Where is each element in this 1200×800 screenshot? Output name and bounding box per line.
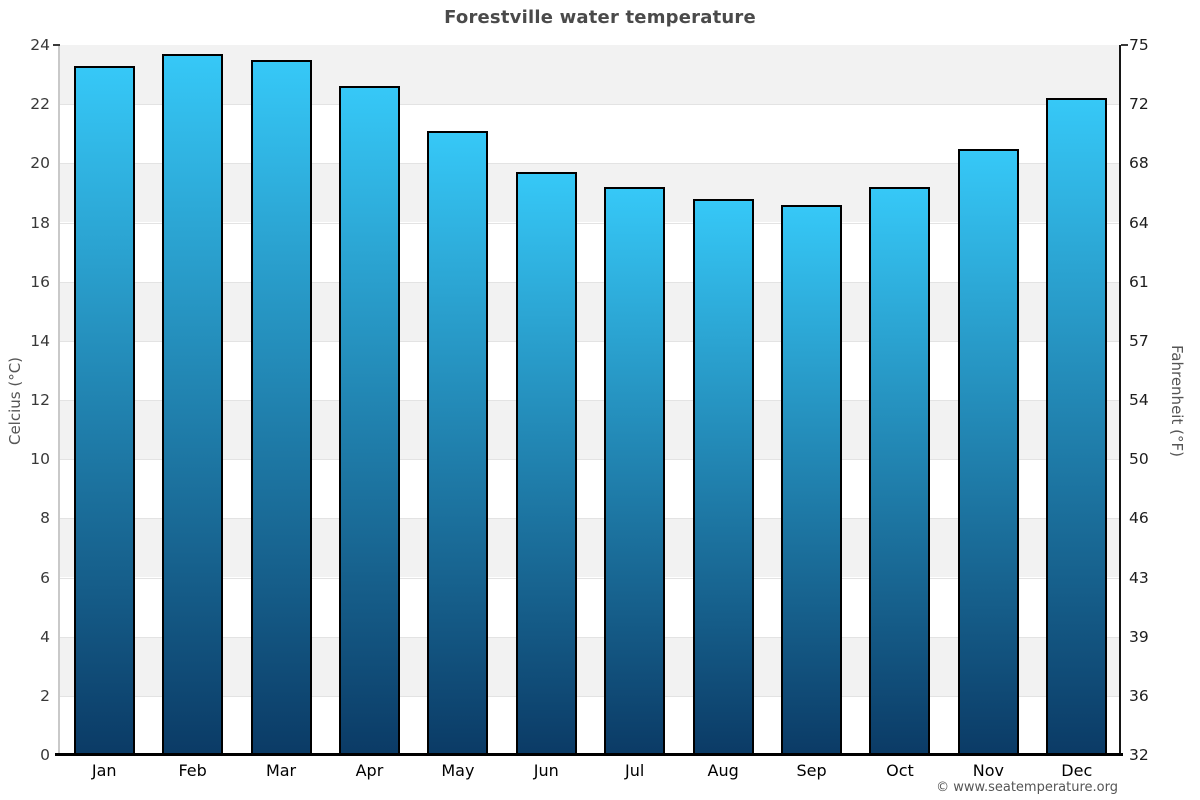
grid-band (60, 695, 1121, 755)
bar-jul (604, 187, 666, 755)
bar-mar (250, 59, 312, 755)
ytick-fahrenheit-54: 54 (1129, 391, 1149, 409)
ytick-fahrenheit-75: 75 (1129, 36, 1149, 54)
ytick-fahrenheit-39: 39 (1129, 627, 1149, 646)
y-axis-title-celsius: Celcius (°C) (6, 356, 24, 446)
xtick-nov: Nov (972, 761, 1004, 780)
bar-sep (781, 204, 843, 755)
xtick-jul: Jul (625, 761, 645, 780)
ytick-fahrenheit-50: 50 (1129, 450, 1149, 469)
ytick-fahrenheit-68: 68 (1129, 154, 1149, 173)
grid-band (60, 459, 1121, 519)
xtick-jun: Jun (533, 761, 559, 780)
bar-nov (957, 148, 1019, 755)
xtick-feb: Feb (178, 761, 207, 780)
ytick-celsius-2: 2 (40, 686, 50, 705)
chart-title: Forestville water temperature (444, 7, 756, 28)
gridline (60, 340, 1121, 342)
ytick-fahrenheit-46: 46 (1129, 509, 1149, 528)
grid-band (60, 163, 1121, 223)
grid-band (60, 281, 1121, 341)
bar-may (427, 130, 489, 755)
ytick-celsius-0: 0 (40, 746, 50, 764)
ytick-celsius-16: 16 (30, 272, 50, 291)
ytick-celsius-22: 22 (30, 95, 50, 114)
y-axis-line-left (58, 45, 60, 755)
grid-band (60, 222, 1121, 282)
y-axis-top-tick-left (53, 44, 60, 46)
copyright-text: © www.seatemperature.org (936, 780, 1118, 795)
grid-band (60, 577, 1121, 637)
gridline (60, 281, 1121, 283)
ytick-celsius-10: 10 (30, 450, 50, 469)
grid-band (60, 400, 1121, 460)
xtick-oct: Oct (886, 761, 914, 780)
ytick-celsius-14: 14 (30, 331, 50, 350)
xtick-dec: Dec (1061, 761, 1093, 780)
ytick-celsius-4: 4 (40, 627, 50, 646)
grid-band (60, 45, 1121, 105)
gridline (60, 577, 1121, 579)
ytick-celsius-6: 6 (40, 568, 50, 587)
y-axis-top-tick-right (1121, 44, 1128, 46)
ytick-celsius-18: 18 (30, 213, 50, 232)
ytick-celsius-20: 20 (30, 154, 50, 173)
grid-band (60, 104, 1121, 164)
xtick-mar: Mar (265, 761, 297, 780)
grid-band (60, 518, 1121, 578)
ytick-celsius-8: 8 (40, 509, 50, 528)
ytick-fahrenheit-32: 32 (1129, 746, 1149, 764)
bar-oct (869, 187, 931, 755)
bar-apr (338, 86, 400, 755)
gridline (60, 163, 1121, 165)
xtick-aug: Aug (707, 761, 739, 780)
y-axis-title-fahrenheit: Fahrenheit (°F) (1168, 345, 1186, 457)
ytick-fahrenheit-43: 43 (1129, 568, 1149, 587)
bar-jun (515, 172, 577, 755)
ytick-celsius-12: 12 (30, 391, 50, 409)
bar-jan (73, 65, 135, 755)
ytick-fahrenheit-64: 64 (1129, 213, 1149, 232)
xtick-sep: Sep (796, 761, 827, 780)
gridline (60, 222, 1121, 224)
gridline (60, 636, 1121, 638)
xtick-jan: Jan (91, 761, 117, 780)
grid-band (60, 340, 1121, 400)
grid-band (60, 636, 1121, 696)
ytick-fahrenheit-72: 72 (1129, 95, 1149, 114)
xtick-may: May (441, 761, 475, 780)
ytick-fahrenheit-57: 57 (1129, 331, 1149, 350)
ytick-fahrenheit-61: 61 (1129, 272, 1149, 291)
ytick-celsius-24: 24 (30, 36, 50, 54)
x-axis-line (55, 752, 1123, 756)
y-axis-line-right (1119, 45, 1121, 755)
bar-aug (692, 198, 754, 755)
gridline (60, 104, 1121, 106)
bar-dec (1046, 98, 1108, 755)
xtick-apr: Apr (355, 761, 384, 780)
bar-feb (162, 53, 224, 755)
gridline (60, 518, 1121, 520)
gridline (60, 695, 1121, 697)
gridline (60, 459, 1121, 461)
gridline (60, 400, 1121, 401)
ytick-fahrenheit-36: 36 (1129, 686, 1149, 705)
